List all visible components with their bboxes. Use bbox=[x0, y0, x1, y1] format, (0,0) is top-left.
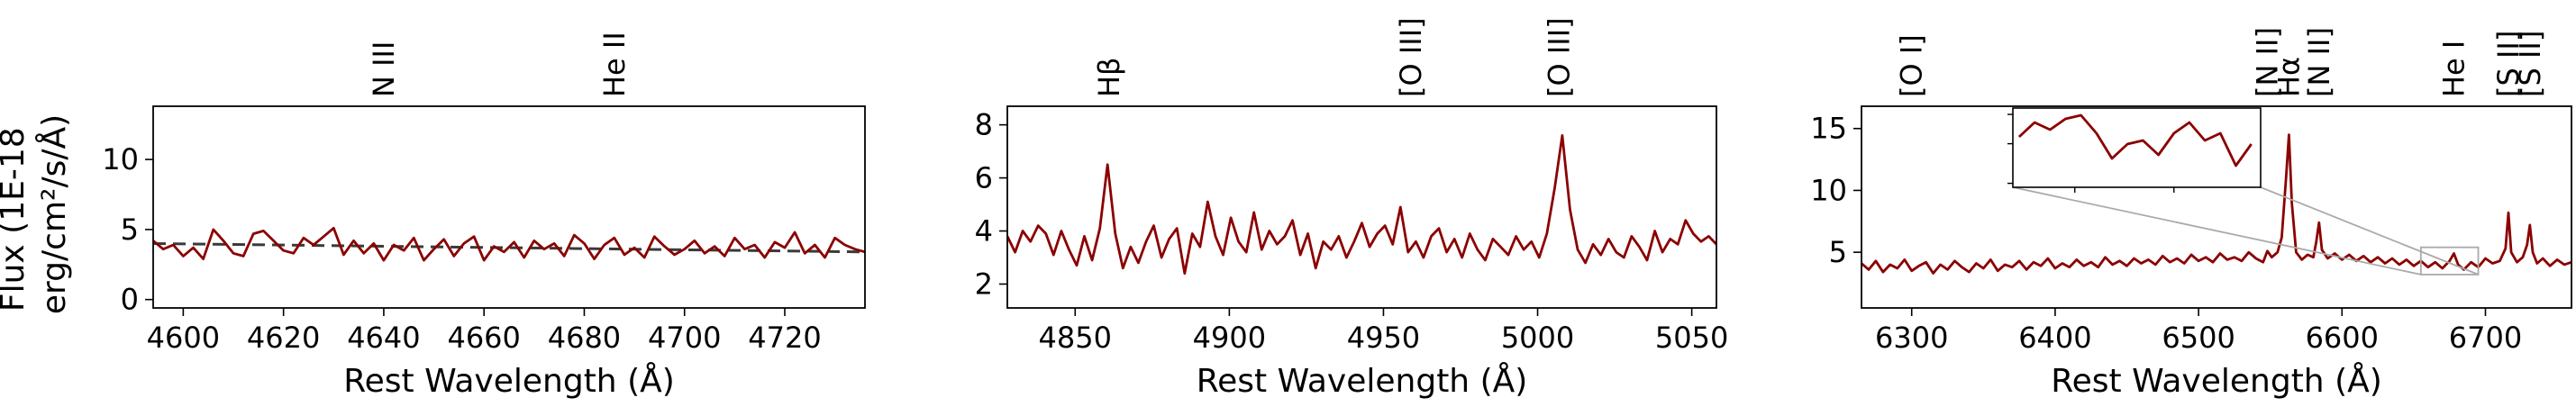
x-tick-label: 4620 bbox=[247, 321, 320, 355]
y-tick-label: 10 bbox=[102, 142, 139, 176]
spectrum-line bbox=[1007, 134, 1716, 276]
inset-spectrum-line bbox=[2017, 113, 2253, 167]
x-tick-label: 4640 bbox=[347, 321, 420, 355]
spectrum-panel-halpha-nII-sII: 6300 6400 6500 6600 6700 5 10 15 Rest Wavelength… bbox=[1810, 27, 2572, 400]
x-tick-label: 6700 bbox=[2449, 321, 2522, 355]
spectrum-panel-nIII-heII: 4600 4620 4640 4660 4680 4700 4720 0 5 10 Rest Wav… bbox=[102, 32, 866, 400]
y-tick-label: 4 bbox=[975, 214, 993, 249]
x-tick-label: 5050 bbox=[1655, 321, 1728, 355]
y-tick-label: 5 bbox=[1829, 235, 1847, 269]
plot-frame bbox=[152, 105, 866, 309]
x-axis-label: Rest Wavelength (Å) bbox=[343, 361, 675, 400]
emission-line-label: Hβ bbox=[1092, 58, 1126, 97]
y-tick-label: 10 bbox=[1810, 173, 1847, 207]
plot-frame bbox=[1861, 105, 2572, 309]
spectrum-line bbox=[153, 226, 865, 262]
emission-line-label: He II bbox=[597, 32, 632, 97]
y-axis-label-line1: Flux (1E-18 bbox=[0, 127, 32, 312]
figure-y-axis-label: Flux (1E-18 erg/cm²/s/Å) bbox=[0, 114, 73, 314]
x-tick-label: 4900 bbox=[1193, 321, 1266, 355]
y-tick-label: 15 bbox=[1810, 112, 1847, 146]
x-tick-label: 4720 bbox=[748, 321, 821, 355]
zoom-region-box bbox=[2419, 246, 2480, 276]
emission-line-label: [O III] bbox=[1394, 17, 1428, 97]
y-axis-label-line2: erg/cm²/s/Å) bbox=[34, 114, 73, 314]
spectrum-line bbox=[1861, 133, 2571, 275]
x-tick-label: 4660 bbox=[447, 321, 520, 355]
emission-line-label: [N II] bbox=[2251, 27, 2285, 97]
x-tick-label: 6500 bbox=[2162, 321, 2235, 355]
y-tick-label: 0 bbox=[121, 283, 139, 317]
y-tick-label: 5 bbox=[121, 213, 139, 247]
emission-line-label: [S II] bbox=[2491, 31, 2526, 97]
x-tick-label: 6600 bbox=[2306, 321, 2379, 355]
x-tick-label: 4850 bbox=[1039, 321, 1112, 355]
y-tick-label: 2 bbox=[975, 267, 993, 301]
emission-line-label: N III bbox=[367, 41, 401, 97]
x-tick-label: 5000 bbox=[1501, 321, 1574, 355]
emission-line-label: [S II] bbox=[2513, 31, 2547, 97]
x-tick-label: 6400 bbox=[2018, 321, 2091, 355]
x-tick-label: 4700 bbox=[648, 321, 721, 355]
x-tick-label: 4950 bbox=[1347, 321, 1420, 355]
emission-line-label: Hα bbox=[2271, 57, 2306, 97]
x-tick-label: 4680 bbox=[548, 321, 621, 355]
inset-axes bbox=[2012, 107, 2262, 188]
emission-line-label: He I bbox=[2436, 41, 2471, 97]
y-tick-label: 6 bbox=[975, 161, 993, 195]
x-tick-label: 4600 bbox=[147, 321, 220, 355]
spectrum-panel-hbeta-oIII: 4850 4900 4950 5000 5050 2 4 6 8 Rest Wavelength … bbox=[975, 17, 1729, 400]
y-tick-label: 8 bbox=[975, 108, 993, 142]
x-tick-label: 6300 bbox=[1875, 321, 1948, 355]
zoom-connector-line bbox=[2012, 186, 2422, 276]
x-axis-label: Rest Wavelength (Å) bbox=[1197, 361, 1528, 400]
x-axis-label: Rest Wavelength (Å) bbox=[2051, 361, 2382, 400]
plot-frame bbox=[1006, 105, 1717, 309]
emission-line-label: [O I] bbox=[1895, 34, 1929, 97]
emission-line-label: [O III] bbox=[1542, 17, 1576, 97]
zoom-connector-line bbox=[2260, 186, 2479, 276]
emission-line-label: [N II] bbox=[2302, 27, 2336, 97]
